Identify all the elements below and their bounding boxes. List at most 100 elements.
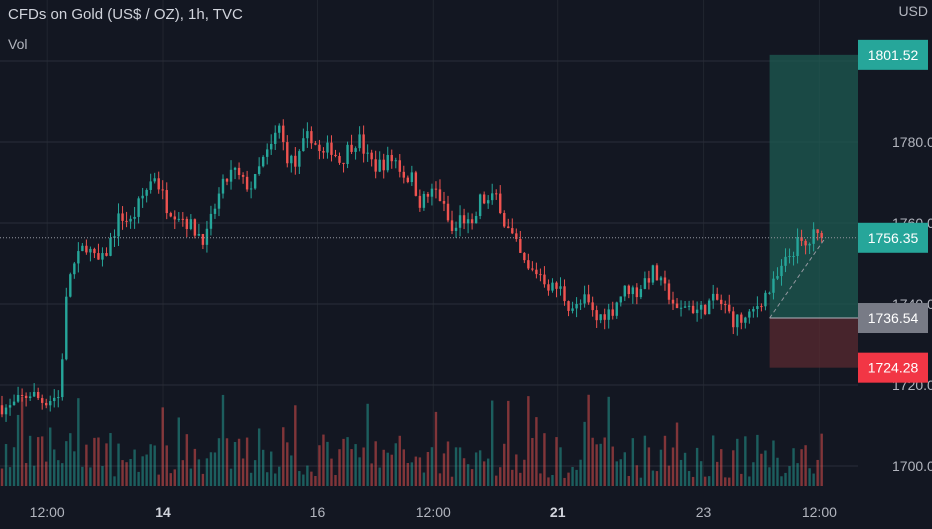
- candle-body: [261, 156, 265, 167]
- candle-body: [675, 303, 679, 309]
- target-zone: [769, 54, 858, 319]
- volume-bar: [165, 445, 168, 486]
- volume-bar: [390, 454, 393, 486]
- candle-body: [229, 169, 233, 182]
- volume-bar: [507, 400, 510, 486]
- candle-body: [756, 306, 759, 310]
- candle-body: [655, 265, 659, 281]
- current-price-box: [858, 222, 928, 253]
- volume-bar: [36, 437, 40, 486]
- volume-bar: [217, 438, 221, 486]
- candle-body: [61, 359, 64, 398]
- volume-bar: [32, 465, 36, 486]
- candle-body: [772, 278, 775, 293]
- candle-body: [28, 396, 32, 399]
- volume-bar: [691, 476, 695, 486]
- candle-body: [358, 134, 361, 149]
- candle-body: [551, 282, 554, 291]
- volume-bar: [772, 440, 775, 486]
- candle-body: [209, 213, 213, 229]
- volume-bar: [282, 427, 285, 486]
- candle-body: [414, 172, 418, 196]
- volume-bar: [101, 466, 104, 486]
- volume-bar: [728, 477, 731, 486]
- candle-body: [233, 167, 237, 170]
- candle-body: [559, 286, 562, 289]
- candle-body: [422, 193, 426, 208]
- volume-bar: [663, 435, 667, 486]
- candle-body: [671, 299, 675, 304]
- candle-body: [197, 233, 201, 236]
- candle-body: [752, 309, 755, 312]
- volume-bar: [495, 475, 498, 486]
- candle-body: [49, 401, 52, 406]
- x-tick-label: 12:00: [802, 504, 837, 520]
- candle-body: [434, 188, 438, 190]
- candle-body: [579, 303, 582, 305]
- volume-bar: [683, 452, 687, 486]
- volume-bar: [257, 428, 261, 486]
- candle-body: [241, 174, 245, 177]
- target-price-box: [858, 39, 928, 70]
- volume-bar: [330, 458, 333, 486]
- candle-body: [302, 138, 305, 152]
- volume-bar: [748, 476, 751, 486]
- candle-body: [274, 132, 277, 144]
- candle-body: [370, 152, 373, 160]
- stop-price-box: [858, 352, 928, 383]
- volume-bar: [707, 476, 711, 486]
- volume-bar: [744, 436, 747, 486]
- volume-bar: [49, 427, 52, 486]
- volume-bar: [402, 449, 406, 486]
- volume-bar: [780, 476, 783, 486]
- candle-body: [679, 307, 683, 309]
- candle-body: [699, 304, 703, 310]
- volume-bar: [366, 403, 369, 486]
- x-tick-label: 23: [696, 504, 712, 520]
- candle-body: [53, 397, 56, 402]
- volume-bar: [201, 473, 205, 486]
- candle-body: [326, 142, 329, 153]
- stop-zone: [769, 318, 858, 368]
- volume-bar: [804, 445, 807, 486]
- stop-price-label: 1724.28: [868, 360, 919, 376]
- candle-body: [780, 265, 783, 277]
- candle-body: [695, 309, 699, 314]
- volume-bar: [535, 417, 538, 486]
- candle-body: [213, 208, 217, 214]
- volume-bar: [482, 461, 486, 486]
- candle-body: [257, 166, 261, 174]
- candle-body: [390, 155, 393, 162]
- volume-bar: [229, 468, 233, 486]
- candle-body: [515, 233, 518, 239]
- volume-bar: [89, 467, 92, 486]
- volume-bar: [4, 444, 8, 486]
- candle-body: [24, 395, 28, 399]
- volume-bar: [117, 443, 120, 486]
- volume-bar: [221, 394, 225, 486]
- volume-bar: [157, 474, 160, 486]
- volume-bar: [358, 457, 361, 486]
- volume-bar: [113, 476, 116, 486]
- candle-body: [543, 274, 546, 285]
- candle-body: [169, 213, 172, 217]
- volume-bar: [28, 435, 32, 486]
- candle-body: [503, 213, 506, 227]
- volume-bar: [611, 446, 614, 486]
- volume-bar: [462, 458, 466, 486]
- y-tick-label: 1780.00: [892, 134, 932, 150]
- volume-bar: [318, 445, 321, 486]
- volume-bar: [374, 441, 377, 486]
- x-tick-label: 14: [155, 504, 171, 520]
- candles: [0, 119, 823, 422]
- volume-bar: [129, 458, 132, 486]
- volume-bar: [314, 476, 317, 486]
- candle-body: [109, 237, 112, 256]
- volume-bar: [398, 435, 401, 486]
- volume-bar: [434, 411, 438, 486]
- candle-body: [201, 233, 205, 245]
- candle-body: [470, 219, 474, 224]
- candle-body: [792, 256, 795, 258]
